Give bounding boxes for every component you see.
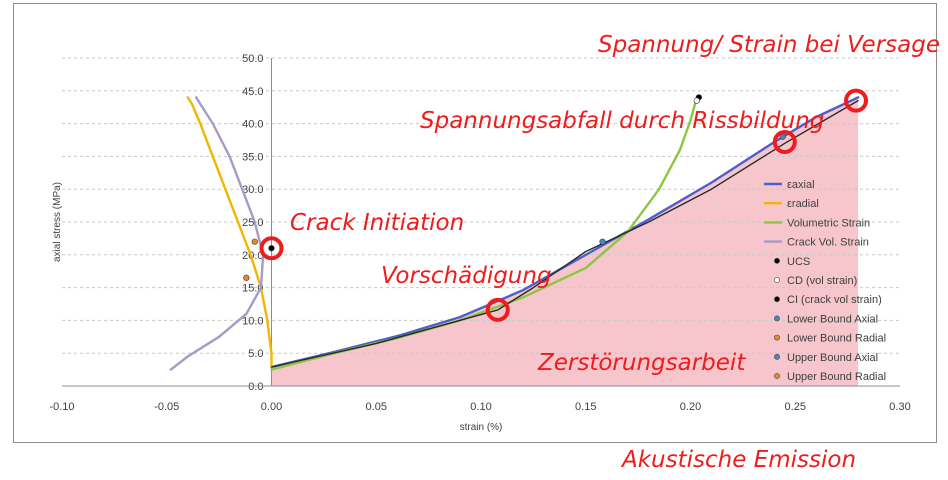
x-tick-label: 0.10: [470, 401, 491, 413]
y-tick-label: 20.0: [242, 250, 263, 262]
legend-swatch: [774, 257, 780, 264]
legend-label: Lower Bound Radial: [787, 333, 886, 345]
legend-label: Upper Bound Axial: [787, 352, 878, 364]
legend-swatch: [774, 334, 780, 341]
annotation-text: Spannung/ Strain bei Versage: [598, 32, 940, 58]
annotation-circle: [485, 297, 510, 322]
legend-label: Lower Bound Axial: [787, 313, 878, 325]
legend-label: CD (vol strain): [787, 275, 857, 287]
y-tick-label: 35.0: [242, 151, 263, 163]
y-axis-title: axial stress (MPa): [52, 182, 63, 262]
annotation-text: Vorschädigung: [381, 263, 552, 289]
annotation-text: Zerstörungsarbeit: [537, 350, 746, 376]
y-tick-label: 40.0: [242, 119, 263, 131]
annotation-text: Akustische Emission: [620, 447, 856, 473]
series-line: [169, 96, 265, 371]
annotation-circle: [772, 129, 797, 154]
data-marker: [251, 238, 258, 245]
y-tick-label: 45.0: [242, 86, 263, 98]
data-marker: [599, 238, 606, 245]
y-tick-label: 50.0: [242, 53, 263, 65]
y-tick-label: 10.0: [242, 315, 263, 327]
legend-swatch: [774, 315, 780, 322]
x-tick-label: -0.10: [49, 401, 74, 413]
series-line: [186, 96, 273, 369]
legend-label: Volumetric Strain: [787, 217, 870, 229]
data-marker: [268, 245, 275, 252]
legend-swatch: [774, 353, 780, 360]
data-marker: [693, 97, 700, 104]
legend-label: εaxial: [787, 179, 815, 191]
series-line: [270, 99, 859, 368]
legend-label: εradial: [787, 198, 819, 210]
annotation-circle: [844, 88, 869, 113]
y-tick-label: 5.0: [248, 348, 263, 360]
legend-swatch: [774, 296, 780, 303]
x-axis-title: strain (%): [460, 422, 503, 433]
legend-swatch: [774, 373, 780, 379]
x-tick-label: 0.20: [680, 401, 701, 413]
y-tick-label: 25.0: [242, 217, 263, 229]
annotation-text: Crack Initiation: [290, 210, 464, 236]
y-tick-label: 30.0: [242, 184, 263, 196]
x-tick-label: 0.25: [785, 401, 806, 413]
legend-label: Crack Vol. Strain: [787, 237, 869, 249]
y-tick-label: 0.0: [248, 381, 263, 393]
legend-label: Upper Bound Radial: [787, 371, 886, 383]
data-marker: [243, 274, 250, 281]
x-tick-label: -0.05: [154, 401, 179, 413]
legend-label: UCS: [787, 256, 810, 268]
legend-label: CI (crack vol strain): [787, 294, 882, 306]
x-tick-label: 0.00: [261, 401, 282, 413]
x-tick-label: 0.15: [575, 401, 596, 413]
annotation-text: Spannungsabfall durch Rissbildung: [420, 108, 824, 134]
shaded-work-area: [271, 97, 859, 387]
legend-swatch: [774, 277, 780, 283]
x-tick-label: 0.30: [889, 401, 910, 413]
annotation-circle: [259, 236, 284, 261]
x-tick-label: 0.05: [366, 401, 387, 413]
